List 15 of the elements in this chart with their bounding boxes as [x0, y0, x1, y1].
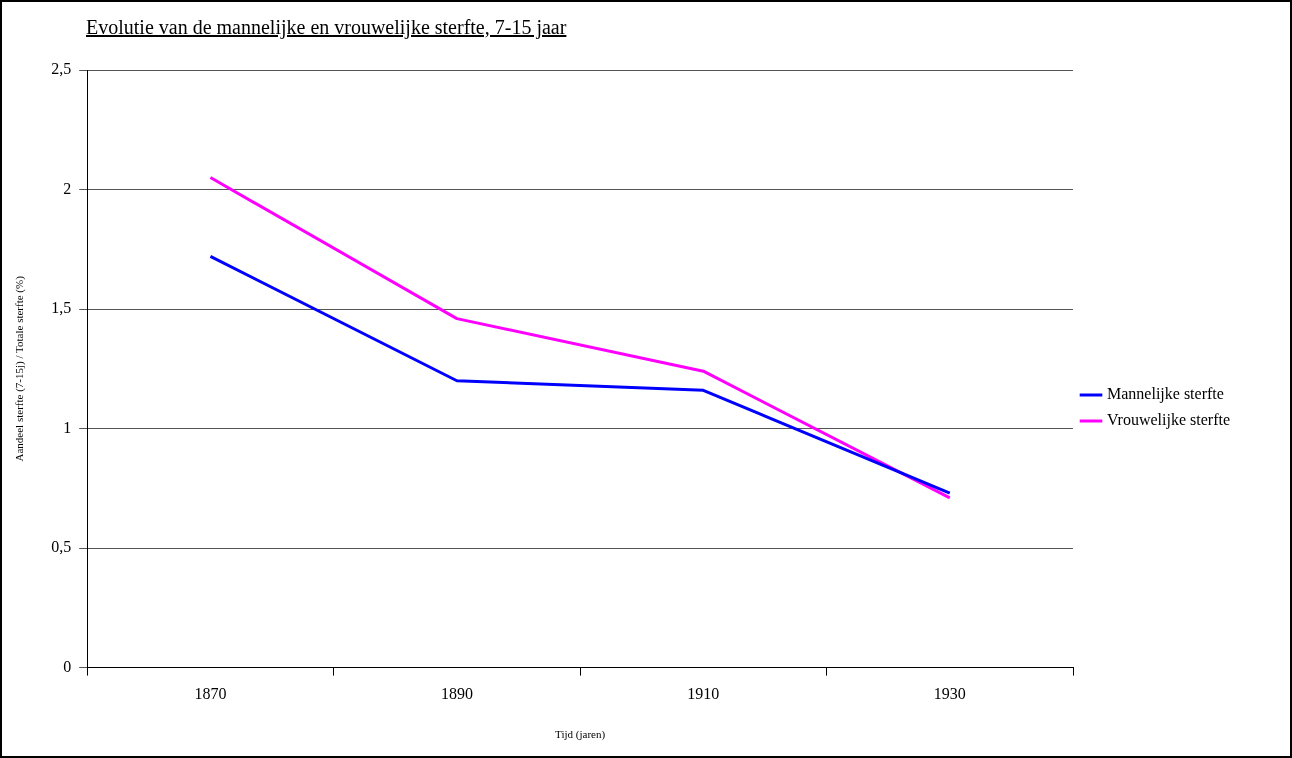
legend-label: Mannelijke sterfte	[1107, 385, 1224, 404]
y-tick-label: 0,5	[51, 538, 72, 556]
y-tick-label: 0	[63, 657, 72, 675]
legend-label: Vrouwelijke sterfte	[1107, 411, 1231, 430]
y-tick-label: 1	[63, 418, 72, 436]
x-tick-label: 1910	[687, 685, 720, 703]
y-tick-label: 2	[63, 179, 72, 197]
y-tick-label: 2,5	[51, 60, 72, 78]
y-axis-title: Aandeel sterfte (7-15j) / Totale sterfte (%)	[13, 275, 27, 462]
x-tick-label: 1890	[440, 685, 473, 703]
x-tick-label: 1930	[933, 685, 966, 703]
x-tick-label: 1870	[194, 685, 227, 703]
chart-title: Evolutie van de mannelijke en vrouwelijke sterfte, 7-15 jaar	[86, 16, 567, 39]
y-tick-label: 1,5	[51, 299, 72, 317]
x-axis-title: Tijd (jaren)	[555, 728, 606, 742]
